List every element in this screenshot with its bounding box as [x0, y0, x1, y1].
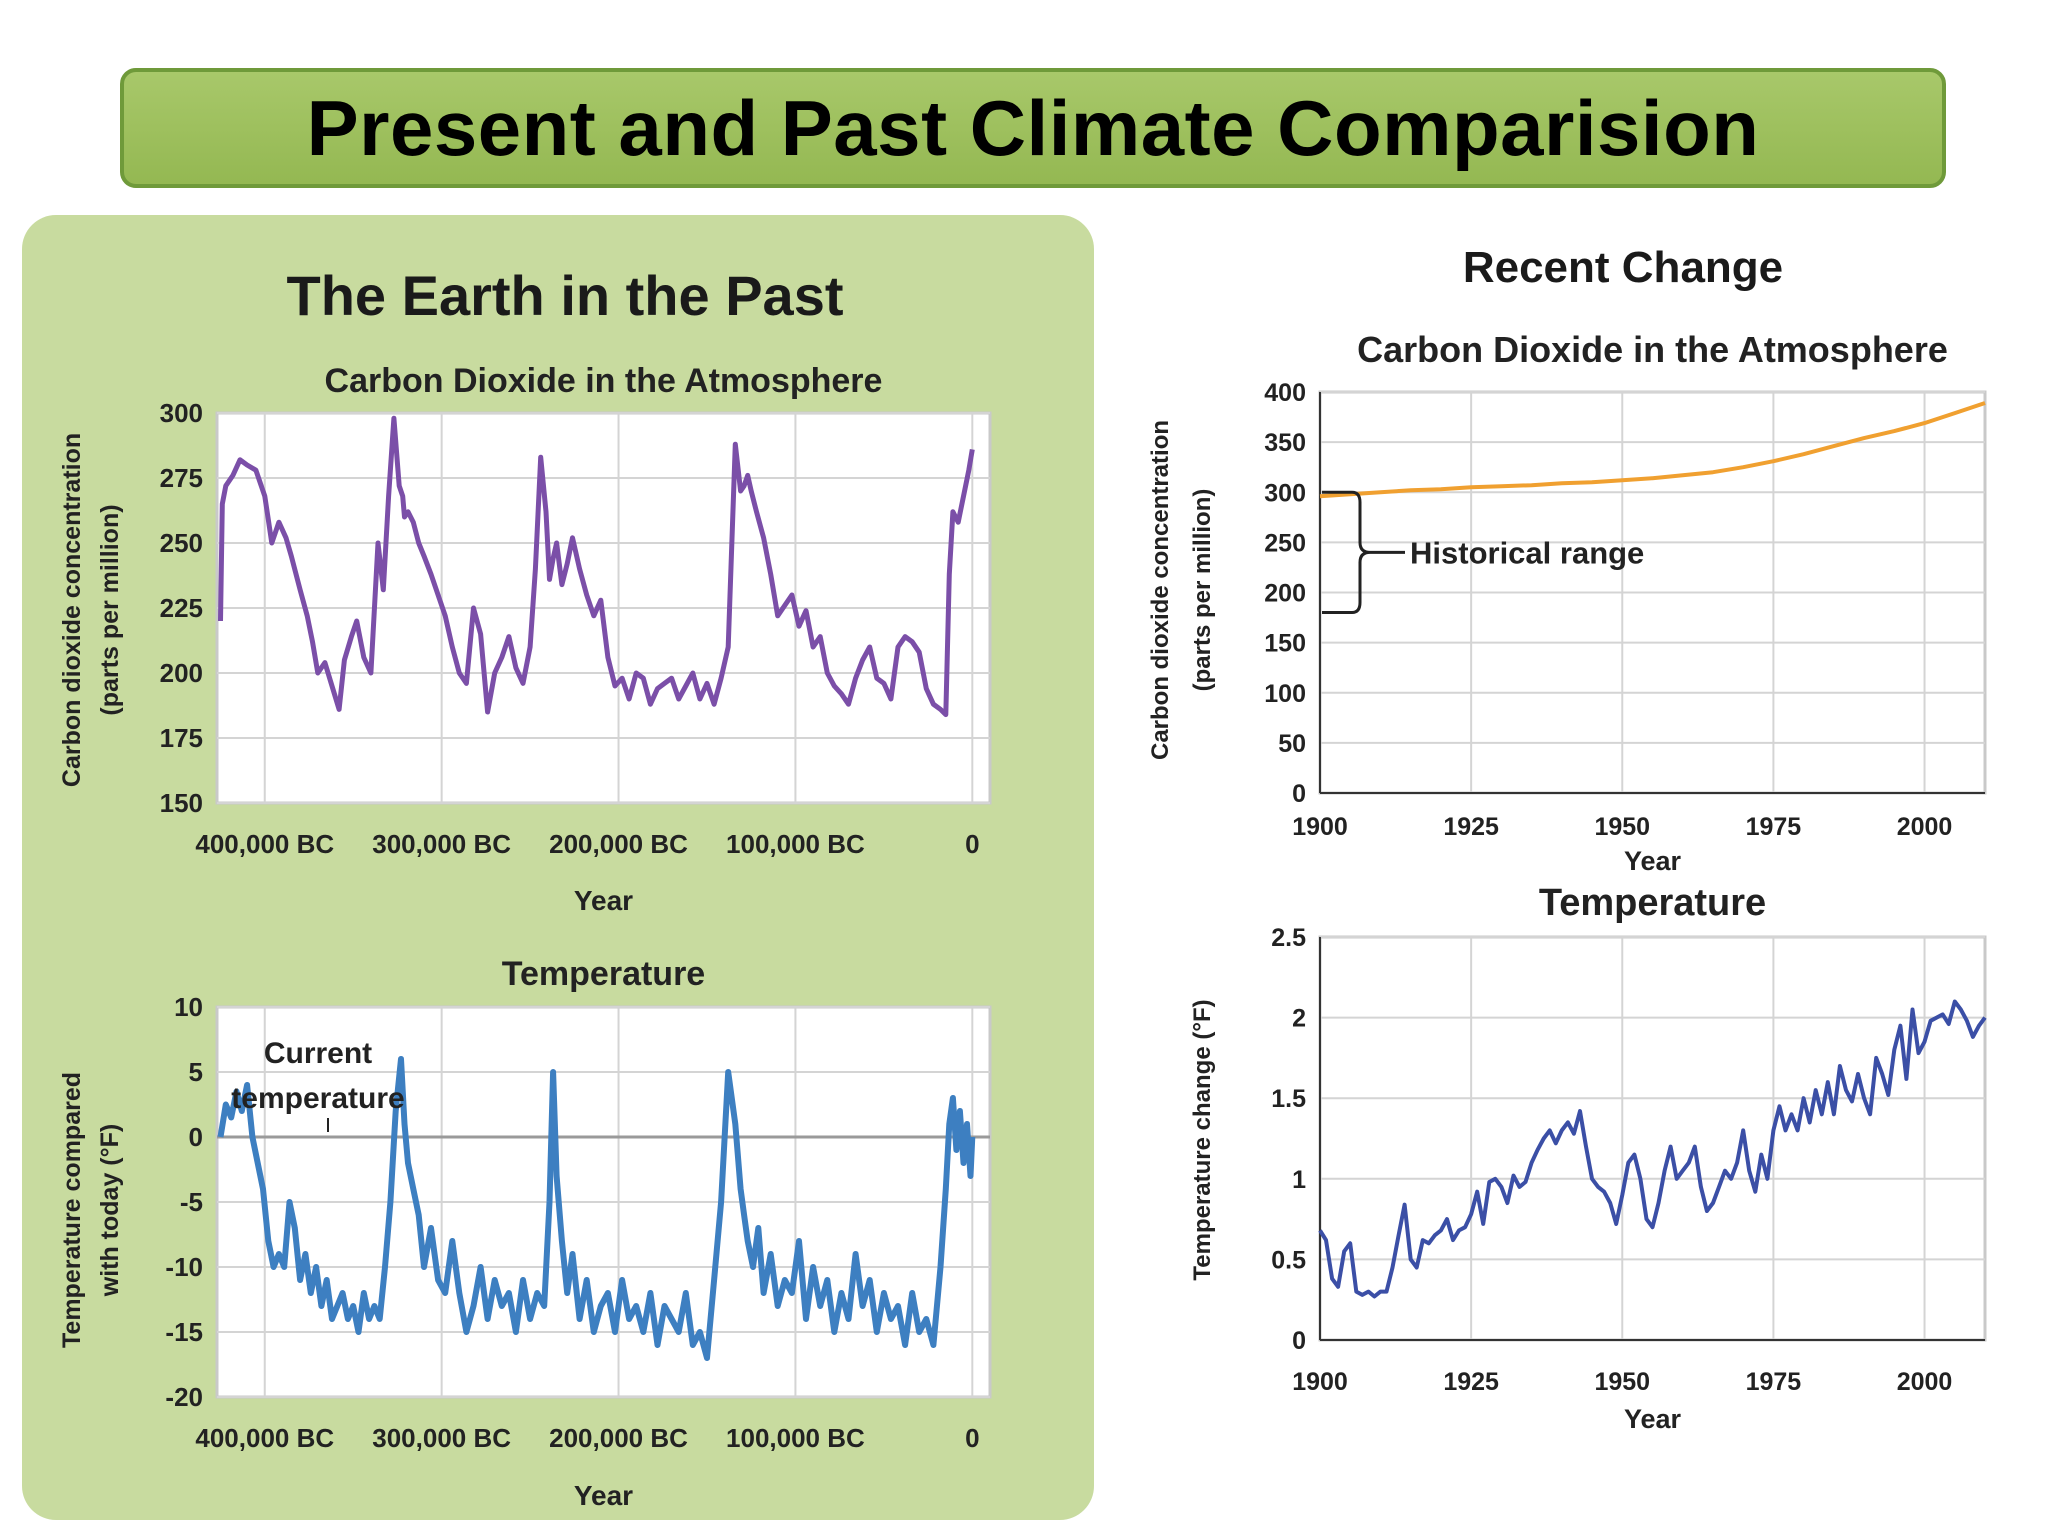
series-line: [217, 1056, 976, 1361]
chart-title: Temperature: [1539, 882, 1766, 924]
past-co2-chart: Carbon Dioxide in the Atmosphere 150 175 20…: [58, 362, 992, 916]
recent-temperature-chart: Temperature 0 0.5 1 1.5 2 2.5 1900 1925 1950 1975 2…: [1189, 882, 1987, 1434]
chart-title: Carbon Dioxide in the Atmosphere: [325, 362, 883, 400]
x-tick-label: 1925: [1443, 813, 1499, 841]
title-banner: Present and Past Climate Comparision: [120, 68, 1946, 188]
y-axis-label-secondary: with today (°F): [96, 1124, 124, 1297]
historical-range-label: Historical range: [1410, 535, 1644, 570]
chart-title: Carbon Dioxide in the Atmosphere: [1357, 329, 1948, 370]
recent-co2-chart: Carbon Dioxide in the Atmosphere 0 50 100 15…: [1147, 329, 1987, 876]
y-tick-label: 5: [189, 1057, 203, 1087]
x-tick-label: 2000: [1897, 1368, 1953, 1396]
x-tick-label: 1950: [1594, 1368, 1650, 1396]
y-tick-label: 175: [160, 723, 203, 753]
past-heading: The Earth in the Past: [287, 264, 844, 327]
y-tick-label: 0.5: [1271, 1246, 1306, 1274]
x-tick-label: 1925: [1443, 1368, 1499, 1396]
series-line: [1318, 999, 1987, 1299]
y-axis-label: Carbon dioxide concentration: [58, 433, 86, 787]
y-tick-label: 250: [1264, 529, 1306, 557]
past-temperature-chart: Temperature -20 -15 -10 -5 0 5 10 400,000 BC 300,…: [58, 955, 992, 1511]
y-tick-label: 200: [160, 658, 203, 688]
x-axis-label: Year: [1624, 846, 1682, 876]
y-tick-label: 250: [160, 528, 203, 558]
y-tick-label: 100: [1264, 680, 1306, 708]
y-tick-label: 350: [1264, 429, 1306, 457]
x-tick-label: 300,000 BC: [372, 1423, 511, 1453]
y-axis-label: Temperature compared: [58, 1072, 86, 1348]
y-tick-label: -15: [165, 1317, 203, 1347]
x-tick-label: 1950: [1594, 813, 1650, 841]
x-axis-label: Year: [574, 1480, 633, 1511]
y-axis-label: Temperature change (°F): [1189, 999, 1216, 1280]
x-tick-label: 1975: [1746, 1368, 1802, 1396]
x-tick-label: 2000: [1897, 813, 1953, 841]
x-tick-label: 0: [965, 1423, 979, 1453]
y-tick-label: 275: [160, 463, 203, 493]
annotation-temperature: temperature: [231, 1082, 404, 1115]
x-axis-label: Year: [1624, 1404, 1682, 1434]
chart-title: Temperature: [502, 955, 705, 993]
x-tick-label: 1975: [1746, 813, 1802, 841]
y-tick-label: -5: [180, 1187, 203, 1217]
x-tick-label: 100,000 BC: [726, 829, 865, 859]
x-tick-label: 200,000 BC: [549, 829, 688, 859]
y-axis-label-secondary: (parts per million): [1189, 489, 1216, 692]
y-tick-label: 400: [1264, 379, 1306, 407]
y-tick-label: 0: [1292, 780, 1306, 808]
x-tick-label: 100,000 BC: [726, 1423, 865, 1453]
recent-heading: Recent Change: [1463, 243, 1783, 292]
y-tick-label: 1: [1292, 1166, 1306, 1194]
y-tick-label: 200: [1264, 580, 1306, 608]
x-tick-label: 200,000 BC: [549, 1423, 688, 1453]
series-line: [1319, 401, 1986, 499]
x-tick-label: 0: [965, 829, 979, 859]
y-axis-label-secondary: (parts per million): [96, 504, 124, 715]
y-tick-label: 0: [189, 1122, 203, 1152]
y-tick-label: 300: [1264, 479, 1306, 507]
y-axis-label: Carbon dioxide concentration: [1147, 420, 1174, 760]
y-tick-label: 150: [160, 788, 203, 818]
x-axis-label: Year: [574, 885, 633, 916]
x-tick-label: 400,000 BC: [195, 1423, 334, 1453]
x-tick-label: 400,000 BC: [195, 829, 334, 859]
x-tick-label: 300,000 BC: [372, 829, 511, 859]
y-tick-label: 225: [160, 593, 203, 623]
plot-area: [1318, 935, 1987, 1342]
y-tick-label: -20: [165, 1382, 203, 1412]
y-tick-label: 150: [1264, 630, 1306, 658]
y-tick-label: 50: [1278, 730, 1306, 758]
annotation-current: Current: [264, 1037, 372, 1070]
y-tick-label: -10: [165, 1252, 203, 1282]
y-tick-label: 1.5: [1271, 1085, 1306, 1113]
y-tick-label: 10: [174, 992, 203, 1022]
y-tick-label: 2.5: [1271, 924, 1306, 952]
x-tick-label: 1900: [1292, 1368, 1348, 1396]
x-tick-label: 1900: [1292, 813, 1348, 841]
y-tick-label: 2: [1292, 1005, 1306, 1033]
y-tick-label: 0: [1292, 1327, 1306, 1355]
y-tick-label: 300: [160, 398, 203, 428]
page-title: Present and Past Climate Comparision: [306, 83, 1760, 172]
series-line: [218, 415, 975, 718]
